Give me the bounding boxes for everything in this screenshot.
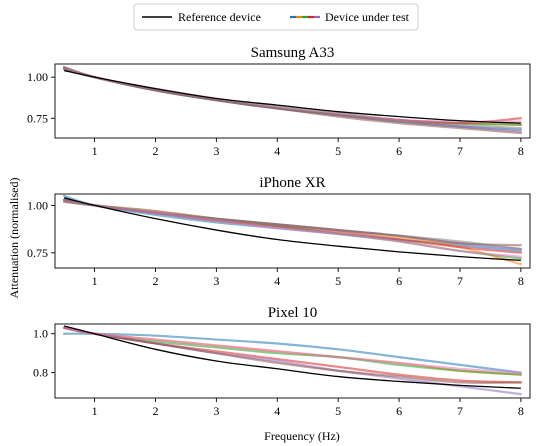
panel-title: iPhone XR bbox=[259, 175, 325, 191]
y-tick-label: 1.00 bbox=[27, 198, 48, 212]
x-tick-label: 3 bbox=[213, 274, 219, 288]
panel-1: Samsung A33 1 2 3 4 5 6 7 8 0.75 1.00 bbox=[27, 45, 531, 158]
reference-series-line bbox=[63, 325, 521, 389]
panel-3: Pixel 10 1 2 3 4 5 6 7 8 0.8 1.0 bbox=[33, 305, 531, 418]
series-group bbox=[63, 194, 522, 266]
panels: Samsung A33 1 2 3 4 5 6 7 8 0.75 1.00 iPhone XR 1 2 3 4… bbox=[27, 45, 531, 418]
x-tick-label: 3 bbox=[213, 404, 219, 418]
legend-reference-label: Reference device bbox=[178, 10, 261, 24]
x-tick-label: 6 bbox=[396, 404, 402, 418]
y-tick-label: 0.75 bbox=[27, 111, 48, 125]
y-tick-label: 0.8 bbox=[33, 366, 48, 380]
y-tick-label: 1.00 bbox=[27, 70, 48, 84]
series-group bbox=[63, 325, 522, 396]
x-tick-label: 7 bbox=[457, 144, 463, 158]
x-tick-label: 4 bbox=[274, 274, 280, 288]
x-tick-label: 5 bbox=[335, 404, 341, 418]
x-tick-label: 8 bbox=[518, 404, 524, 418]
dut-series-line bbox=[63, 67, 522, 126]
dut-series-line bbox=[63, 326, 522, 374]
panel-2: iPhone XR 1 2 3 4 5 6 7 8 0.75 1.00 bbox=[27, 175, 531, 288]
panel-title: Pixel 10 bbox=[268, 305, 318, 321]
axes-frame bbox=[54, 193, 531, 269]
x-axis-label: Frequency (Hz) bbox=[264, 429, 340, 443]
x-tick-label: 7 bbox=[457, 404, 463, 418]
x-tick-label: 6 bbox=[396, 274, 402, 288]
x-tick-label: 2 bbox=[152, 274, 158, 288]
dut-series-line bbox=[63, 66, 522, 130]
dut-series-line bbox=[63, 332, 522, 374]
dut-series-line bbox=[63, 67, 522, 126]
reference-series-line bbox=[63, 69, 521, 124]
x-tick-label: 4 bbox=[274, 144, 280, 158]
x-tick-label: 1 bbox=[92, 274, 98, 288]
dut-series-line bbox=[63, 326, 522, 384]
x-tick-label: 8 bbox=[518, 274, 524, 288]
reference-series-line bbox=[63, 197, 521, 262]
x-tick-label: 1 bbox=[92, 144, 98, 158]
x-tick-label: 2 bbox=[152, 144, 158, 158]
y-tick-label: 0.75 bbox=[27, 246, 48, 260]
y-axis-label: Attenuation (normalised) bbox=[7, 178, 21, 299]
axes-frame bbox=[54, 323, 531, 399]
axes-frame bbox=[54, 63, 531, 139]
x-tick-label: 2 bbox=[152, 404, 158, 418]
legend-frame bbox=[133, 3, 419, 31]
series-group bbox=[63, 66, 522, 135]
legend: Reference device Device under test bbox=[133, 3, 419, 31]
dut-series-line bbox=[63, 198, 522, 247]
x-tick-label: 5 bbox=[335, 274, 341, 288]
panel-title: Samsung A33 bbox=[251, 45, 335, 61]
x-tick-label: 1 bbox=[92, 404, 98, 418]
x-tick-label: 6 bbox=[396, 144, 402, 158]
x-tick-label: 5 bbox=[335, 144, 341, 158]
y-tick-label: 1.0 bbox=[33, 327, 48, 341]
x-tick-label: 3 bbox=[213, 144, 219, 158]
legend-dut-label: Device under test bbox=[325, 10, 410, 24]
x-tick-label: 8 bbox=[518, 144, 524, 158]
dut-series-line bbox=[63, 200, 522, 251]
dut-series-line bbox=[63, 66, 522, 125]
dut-series-line bbox=[63, 66, 522, 123]
x-tick-label: 7 bbox=[457, 274, 463, 288]
x-tick-label: 4 bbox=[274, 404, 280, 418]
